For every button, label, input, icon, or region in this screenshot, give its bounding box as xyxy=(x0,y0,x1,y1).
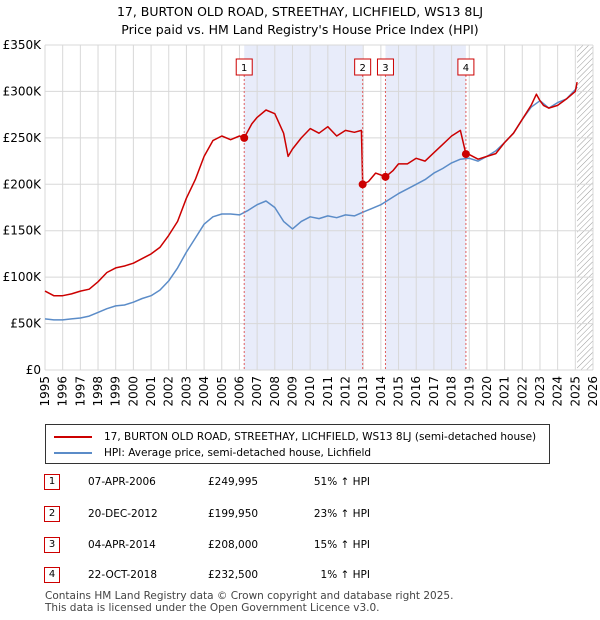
chart-title: 17, BURTON OLD ROAD, STREETHAY, LICHFIEL… xyxy=(116,4,484,19)
footer-copyright: Contains HM Land Registry data © Crown c… xyxy=(45,590,454,602)
transaction-hpi: 23% ↑ HPI xyxy=(313,508,370,520)
x-tick-label: 2009 xyxy=(285,376,299,407)
footer-licence: This data is licensed under the Open Gov… xyxy=(45,602,380,614)
legend-item-property: 17, BURTON OLD ROAD, STREETHAY, LICHFIEL… xyxy=(54,429,536,445)
x-tick-label: 2022 xyxy=(515,376,529,407)
x-tick-label: 2006 xyxy=(232,376,246,407)
x-tick-label: 2025 xyxy=(568,376,582,407)
x-tick-label: 2014 xyxy=(374,376,388,407)
sale-badge-label: 3 xyxy=(382,63,388,74)
transaction-price: £208,000 xyxy=(208,539,259,551)
y-tick-label: £100K xyxy=(3,270,43,284)
y-tick-label: £300K xyxy=(3,84,43,98)
x-tick-label: 2017 xyxy=(427,376,441,407)
y-tick-label: £150K xyxy=(3,224,43,238)
x-tick-label: 1999 xyxy=(109,376,123,407)
y-tick-label: £250K xyxy=(3,131,43,145)
table-row: 4 22-OCT-2018 £232,500 1% ↑ HPI xyxy=(0,567,600,585)
x-tick-label: 2003 xyxy=(179,376,193,407)
x-tick-label: 2001 xyxy=(144,376,158,407)
x-tick-label: 1995 xyxy=(38,376,52,407)
x-tick-label: 2026 xyxy=(586,376,600,407)
legend-item-hpi: HPI: Average price, semi-detached house,… xyxy=(54,445,371,461)
transaction-badge: 3 xyxy=(44,537,60,553)
sale-badge-box xyxy=(235,58,253,76)
legend-label-hpi: HPI: Average price, semi-detached house,… xyxy=(104,447,372,459)
hpi-line xyxy=(44,86,578,321)
transaction-date: 04-APR-2014 xyxy=(88,539,156,551)
property-price-line xyxy=(44,81,578,297)
sale-point-marker xyxy=(358,180,367,189)
x-tick-label: 2024 xyxy=(551,376,565,407)
table-row: 3 04-APR-2014 £208,000 15% ↑ HPI xyxy=(0,537,600,555)
x-tick-label: 2000 xyxy=(126,376,140,407)
sale-badge-label: 2 xyxy=(359,63,365,74)
x-tick-label: 1998 xyxy=(91,376,105,407)
price-chart: £0 £50K £100K £150K £200K £250K £300K £350K 1995… xyxy=(3,38,600,407)
x-tick-label: 2015 xyxy=(392,376,406,407)
transaction-price: £249,995 xyxy=(208,476,259,488)
x-tick-label: 2007 xyxy=(250,376,264,407)
table-row: 2 20-DEC-2012 £199,950 23% ↑ HPI xyxy=(0,506,600,524)
sale-badge-label: 1 xyxy=(241,63,247,74)
x-tick-label: 2010 xyxy=(303,376,317,407)
sale-badge-box xyxy=(376,58,394,76)
x-tick-label: 2005 xyxy=(215,376,229,407)
transaction-date: 20-DEC-2012 xyxy=(88,508,158,520)
sale-badge-label: 4 xyxy=(463,63,469,74)
y-tick-label: £0 xyxy=(26,363,41,377)
transaction-price: £199,950 xyxy=(208,508,259,520)
transaction-badge: 2 xyxy=(44,506,60,522)
x-tick-label: 1997 xyxy=(73,376,87,407)
legend-label-property: 17, BURTON OLD ROAD, STREETHAY, LICHFIEL… xyxy=(104,431,537,443)
x-tick-label: 2004 xyxy=(197,376,211,407)
transaction-date: 07-APR-2006 xyxy=(88,476,156,488)
transaction-badge: 1 xyxy=(44,474,60,490)
ownership-period-band xyxy=(385,45,466,370)
transaction-hpi: 1% ↑ HPI xyxy=(320,569,370,581)
transaction-price: £232,500 xyxy=(208,569,259,581)
chart-subtitle: Price paid vs. HM Land Registry's House … xyxy=(121,22,479,37)
x-tick-label: 2002 xyxy=(162,376,176,407)
y-tick-label: £350K xyxy=(3,38,43,52)
x-tick-label: 2008 xyxy=(268,376,282,407)
y-tick-label: £200K xyxy=(3,177,43,191)
ownership-period-band xyxy=(244,45,363,370)
transaction-hpi: 15% ↑ HPI xyxy=(313,539,370,551)
y-tick-label: £50K xyxy=(10,317,42,331)
x-tick-label: 1996 xyxy=(56,376,70,407)
x-tick-label: 2011 xyxy=(321,376,335,407)
forecast-hatch xyxy=(577,45,593,370)
x-tick-label: 2023 xyxy=(533,376,547,407)
sale-badge-box xyxy=(354,58,372,76)
legend: 17, BURTON OLD ROAD, STREETHAY, LICHFIEL… xyxy=(45,424,550,464)
legend-swatch-property xyxy=(54,436,92,438)
x-tick-label: 2020 xyxy=(480,376,494,407)
sale-point-marker xyxy=(381,172,390,181)
x-tick-label: 2013 xyxy=(356,376,370,407)
legend-swatch-hpi xyxy=(54,452,92,454)
x-tick-label: 2012 xyxy=(339,376,353,407)
x-tick-label: 2019 xyxy=(462,376,476,407)
x-tick-label: 2021 xyxy=(498,376,512,407)
x-tick-label: 2018 xyxy=(445,376,459,407)
sale-badge-box xyxy=(457,58,475,76)
transaction-hpi: 51% ↑ HPI xyxy=(313,476,370,488)
sale-point-marker xyxy=(461,150,470,159)
table-row: 1 07-APR-2006 £249,995 51% ↑ HPI xyxy=(0,474,600,492)
transaction-badge: 4 xyxy=(44,567,60,583)
transaction-date: 22-OCT-2018 xyxy=(88,569,157,581)
footer: Contains HM Land Registry data © Crown c… xyxy=(45,590,453,614)
x-tick-label: 2016 xyxy=(409,376,423,407)
sale-point-marker xyxy=(240,133,249,142)
